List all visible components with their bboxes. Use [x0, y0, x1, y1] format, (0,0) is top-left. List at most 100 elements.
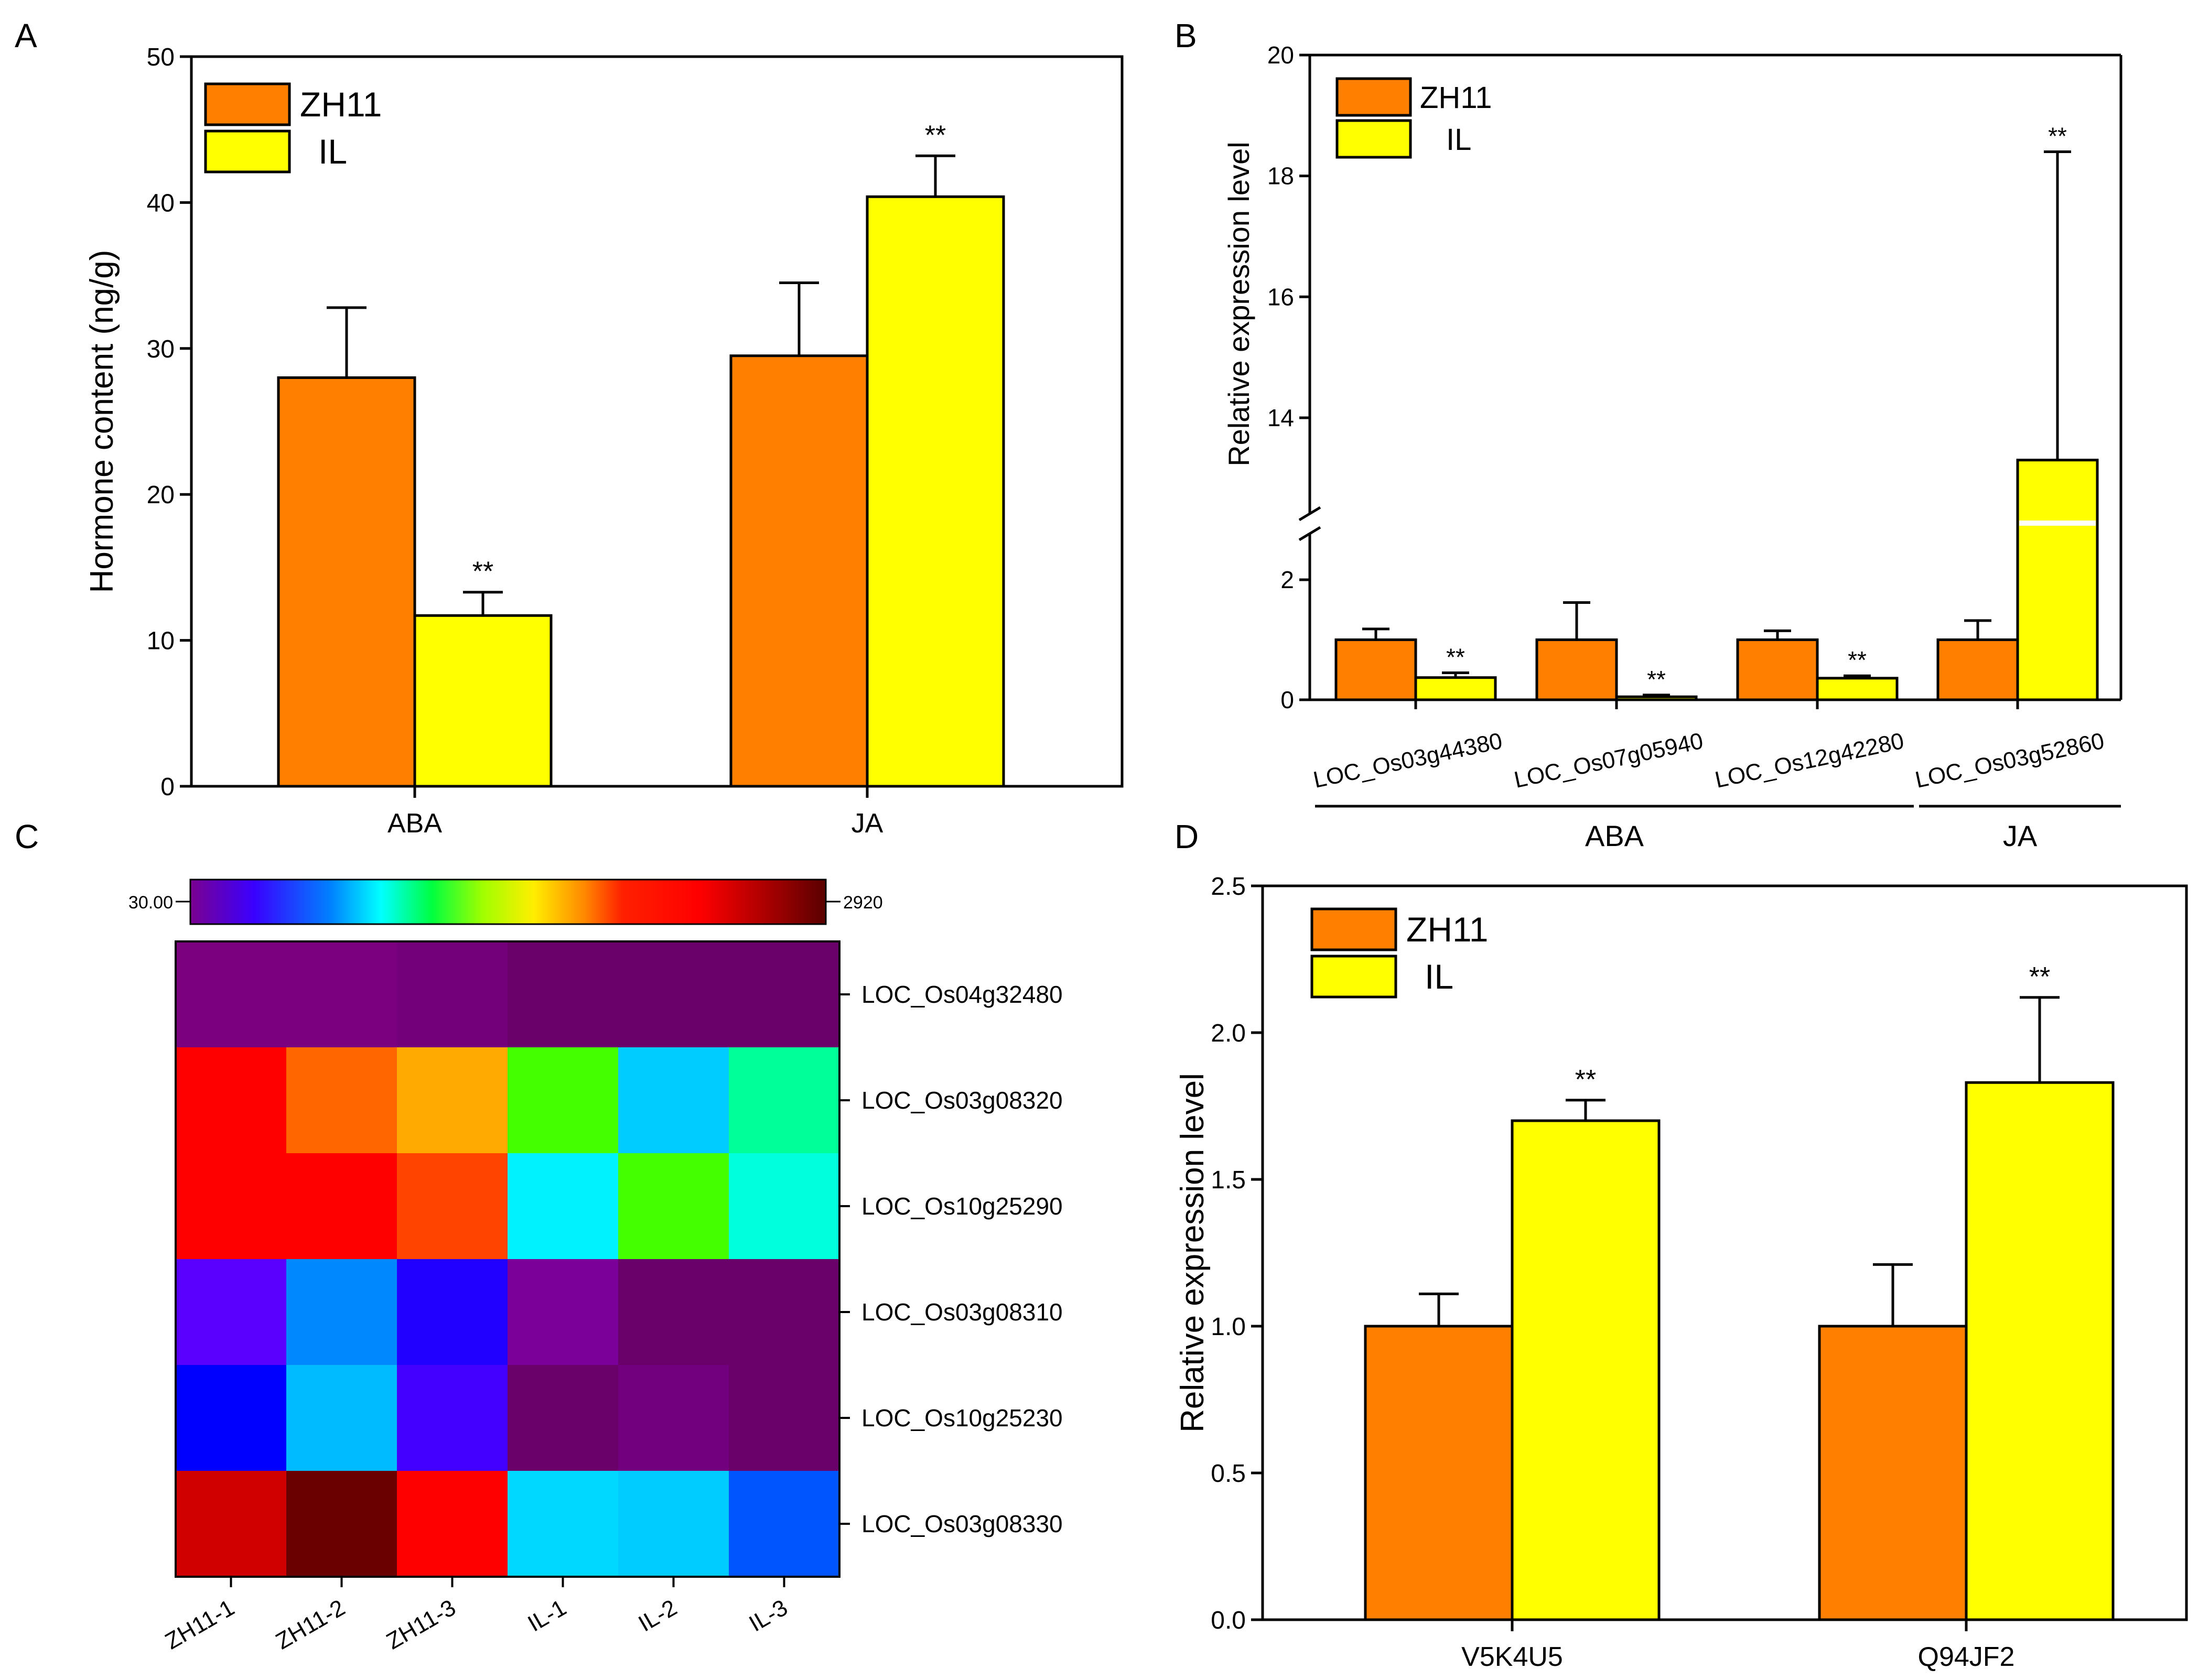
- significance-mark: **: [1647, 666, 1666, 693]
- heatmap-cell-loc_os04g32480-zh11-2: [286, 941, 397, 1048]
- heatmap-cell-loc_os03g08320-il-3: [729, 1047, 840, 1154]
- y-axis-label: Relative expression level: [1222, 142, 1255, 466]
- color-scale-min-label: 30.00: [128, 893, 173, 913]
- y-tick-label: 2.0: [1211, 1020, 1246, 1047]
- significance-mark: **: [472, 557, 493, 587]
- bar-il-loc_os12g42280: [1816, 677, 1899, 701]
- bar-zh11-loc_os03g52860: [1936, 638, 2019, 701]
- heatmap-cell-loc_os10g25290-il-1: [508, 1153, 619, 1260]
- significance-mark: **: [925, 120, 946, 150]
- bar-il-ja: [866, 195, 1005, 788]
- plot-frame: [1261, 884, 2188, 1621]
- panel-a-bar-chart: 0 10 20 30 40 50 Hormone content (ng/g) ** ABA **…: [84, 44, 1124, 839]
- heatmap-cell-loc_os04g32480-il-1: [508, 941, 619, 1048]
- panel-label-c: C: [15, 818, 39, 855]
- heatmap-cell-loc_os03g08320-zh11-1: [176, 1047, 287, 1154]
- group-label-aba: ABA: [1585, 819, 1644, 852]
- heatmap-cell-loc_os03g08330-zh11-3: [397, 1471, 508, 1577]
- heatmap-cell-loc_os10g25290-il-3: [729, 1153, 840, 1260]
- bar-il-loc_os03g44380: [1414, 676, 1497, 701]
- heatmap-cell-loc_os03g08310-zh11-2: [286, 1259, 397, 1365]
- legend-swatch-il: [1335, 119, 1412, 159]
- heatmap-cell-loc_os03g08310-il-3: [729, 1259, 840, 1365]
- heatmap-cell-loc_os10g25290-zh11-1: [176, 1153, 287, 1260]
- bar-zh11-v5k4u5: [1364, 1325, 1514, 1621]
- y-tick-label: 16: [1267, 283, 1294, 310]
- heatmap-cell-loc_os04g32480-il-3: [729, 941, 840, 1048]
- y-tick-label: 2.5: [1211, 873, 1246, 901]
- y-tick-label: 14: [1267, 404, 1294, 431]
- bar-zh11-aba: [277, 376, 416, 788]
- y-tick-label: 10: [147, 627, 175, 655]
- significance-mark: **: [2048, 123, 2067, 150]
- axis-break-mark: [1298, 526, 1321, 541]
- x-tick-label: V5K4U5: [1461, 1642, 1563, 1672]
- x-tick-label: LOC_Os03g44380: [1311, 728, 1504, 793]
- row-label: LOC_Os03g08320: [861, 1087, 1063, 1114]
- heatmap-cell-loc_os10g25290-zh11-2: [286, 1153, 397, 1260]
- heatmap-cell-loc_os10g25230-il-3: [729, 1365, 840, 1471]
- heatmap-cell-loc_os03g08310-zh11-3: [397, 1259, 508, 1365]
- panel-label-d: D: [1174, 818, 1199, 855]
- column-label: IL-3: [745, 1595, 792, 1636]
- y-tick-label: 0: [160, 773, 175, 801]
- y-tick-label: 0.0: [1211, 1607, 1246, 1634]
- x-tick-label: LOC_Os12g42280: [1712, 728, 1906, 793]
- heatmap-cell-loc_os10g25230-zh11-3: [397, 1365, 508, 1471]
- heatmap-frame: [175, 940, 841, 1578]
- axis-break-mark: [1298, 506, 1321, 522]
- y-tick-label: 0.5: [1211, 1460, 1246, 1488]
- heatmap-cell-loc_os04g32480-il-2: [618, 941, 729, 1048]
- heatmap-cell-loc_os10g25230-zh11-2: [286, 1365, 397, 1471]
- column-label: IL-2: [634, 1595, 681, 1636]
- panel-label-b: B: [1174, 17, 1197, 55]
- significance-mark: **: [2029, 962, 2050, 992]
- heatmap-cell-loc_os03g08320-il-1: [508, 1047, 619, 1154]
- color-scale-max-label: 2920: [843, 893, 883, 913]
- bar-il-aba: [413, 614, 553, 788]
- y-tick-label: 1.0: [1211, 1313, 1246, 1341]
- column-label: ZH11-1: [161, 1595, 239, 1654]
- bar-zh11-loc_os03g44380: [1334, 638, 1417, 701]
- significance-mark: **: [1575, 1065, 1596, 1095]
- heatmap-cell-loc_os10g25290-il-2: [618, 1153, 729, 1260]
- legend-swatch-il: [204, 129, 291, 174]
- bar-il-loc_os03g52860: [2016, 459, 2099, 701]
- heatmap-cell-loc_os03g08330-zh11-1: [176, 1471, 287, 1577]
- x-tick-label: LOC_Os03g52860: [1913, 728, 2106, 793]
- row-label: LOC_Os10g25230: [861, 1404, 1063, 1432]
- heatmap-cell-loc_os04g32480-zh11-3: [397, 941, 508, 1048]
- legend-label-zh11: ZH11: [300, 85, 382, 124]
- significance-mark: **: [1848, 646, 1867, 674]
- x-tick-label: Q94JF2: [1918, 1642, 2015, 1672]
- heatmap-cell-loc_os03g08330-zh11-2: [286, 1471, 397, 1577]
- y-tick-label: 18: [1267, 162, 1294, 190]
- column-label: ZH11-3: [382, 1595, 460, 1654]
- legend-swatch-zh11: [1335, 77, 1412, 117]
- legend-label-il: IL: [1425, 957, 1453, 996]
- legend-swatch-il: [1310, 955, 1397, 999]
- heatmap-cell-loc_os03g08330-il-2: [618, 1471, 729, 1577]
- legend-label-il: IL: [1446, 123, 1471, 157]
- heatmap-cell-loc_os03g08310-il-2: [618, 1259, 729, 1365]
- heatmap-cell-loc_os10g25230-zh11-1: [176, 1365, 287, 1471]
- legend-swatch-zh11: [204, 82, 291, 126]
- bar-zh11-q94jf2: [1818, 1325, 1968, 1621]
- axis-break-gap: [2019, 521, 2096, 526]
- row-label: LOC_Os04g32480: [861, 981, 1063, 1008]
- heatmap-cell-loc_os03g08310-zh11-1: [176, 1259, 287, 1365]
- y-tick-label: 50: [147, 44, 175, 71]
- row-label: LOC_Os03g08310: [861, 1298, 1063, 1326]
- y-tick-label: 2: [1280, 566, 1294, 593]
- panel-c-heatmap: 30.00 2920 LOC_Os04g32480 LOC_Os03g08320 LOC…: [128, 879, 1063, 1654]
- heatmap-cell-loc_os03g08310-il-1: [508, 1259, 619, 1365]
- bar-il-v5k4u5: [1511, 1119, 1661, 1621]
- column-label: IL-1: [523, 1595, 570, 1636]
- heatmap-cell-loc_os10g25290-zh11-3: [397, 1153, 508, 1260]
- heatmap-cell-loc_os03g08320-il-2: [618, 1047, 729, 1154]
- x-tick-label: LOC_Os07g05940: [1512, 728, 1705, 793]
- bar-zh11-loc_os12g42280: [1736, 638, 1819, 701]
- row-label: LOC_Os10g25290: [861, 1193, 1063, 1220]
- bar-zh11-loc_os07g05940: [1535, 638, 1618, 701]
- heatmap-cell-loc_os04g32480-zh11-1: [176, 941, 287, 1048]
